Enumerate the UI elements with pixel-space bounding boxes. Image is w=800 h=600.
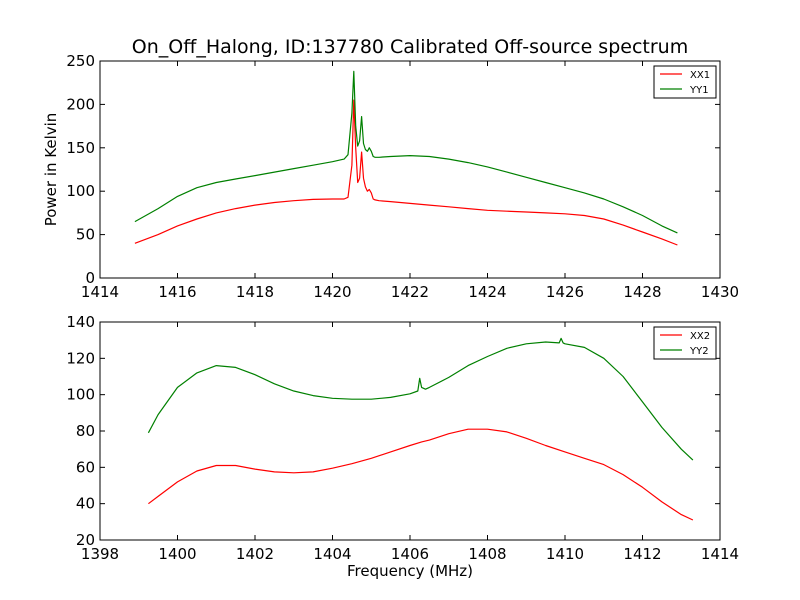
series-line-xx2 — [148, 428, 694, 521]
x-tick-label: 1416 — [158, 283, 196, 301]
x-axis-label: Frequency (MHz) — [347, 562, 473, 580]
series-line-yy1 — [134, 70, 678, 234]
legend-label-yy1: YY1 — [689, 85, 709, 96]
top-legend-box — [653, 65, 717, 99]
x-tick-label: 1400 — [158, 545, 196, 563]
x-tick-label: 1422 — [391, 283, 429, 301]
top-tick-layer: 1414 1416 1418 1420 1422 1424 1426 1428 1430 0 50 1… — [66, 52, 739, 301]
top-legend: XX1 YY1 — [653, 65, 717, 99]
x-tick-label: 1418 — [236, 283, 274, 301]
y-tick-label: 150 — [66, 139, 95, 157]
y-axis-label: Power in Kelvin — [42, 113, 60, 227]
bottom-tick-layer: 1398 1400 1402 1404 1406 1408 1410 1412 1414 20 40… — [66, 313, 739, 563]
x-tick-label: 1430 — [701, 283, 739, 301]
x-tick-label: 1414 — [81, 283, 119, 301]
bottom-legend-box — [653, 326, 717, 360]
top-series-layer — [134, 70, 678, 246]
x-tick-label: 1398 — [81, 545, 119, 563]
bottom-legend: XX2 YY2 — [653, 326, 717, 360]
y-tick-label: 140 — [66, 313, 95, 331]
x-tick-label: 1424 — [468, 283, 506, 301]
legend-label-yy2: YY2 — [689, 346, 709, 357]
series-line-xx1 — [134, 99, 678, 246]
series-line-yy2 — [147, 337, 694, 461]
top-spectrum-plot: On_Off_Halong, ID:137780 Calibrated Off-… — [42, 36, 739, 301]
x-tick-label: 1414 — [701, 545, 739, 563]
y-tick-label: 200 — [66, 95, 95, 113]
top-plot-area — [99, 60, 721, 279]
y-tick-label: 120 — [66, 349, 95, 367]
y-tick-label: 100 — [66, 386, 95, 404]
x-tick-label: 1402 — [236, 545, 274, 563]
y-tick-label: 100 — [66, 182, 95, 200]
x-tick-label: 1410 — [546, 545, 584, 563]
x-tick-label: 1426 — [546, 283, 584, 301]
y-tick-label: 250 — [66, 52, 95, 70]
bottom-series-layer — [147, 337, 694, 521]
y-tick-label: 50 — [76, 226, 95, 244]
legend-label-xx1: XX1 — [690, 70, 710, 81]
x-tick-label: 1404 — [313, 545, 351, 563]
chart-title: On_Off_Halong, ID:137780 Calibrated Off-… — [132, 36, 688, 58]
x-tick-label: 1408 — [468, 545, 506, 563]
y-tick-label: 0 — [85, 269, 95, 287]
x-tick-label: 1412 — [623, 545, 661, 563]
x-tick-label: 1406 — [391, 545, 429, 563]
x-tick-label: 1428 — [623, 283, 661, 301]
y-tick-label: 20 — [76, 531, 95, 549]
y-tick-label: 40 — [76, 495, 95, 513]
bottom-spectrum-plot: 1398 1400 1402 1404 1406 1408 1410 1412 1414 20 40… — [66, 313, 739, 580]
x-tick-label: 1420 — [313, 283, 351, 301]
bottom-plot-area — [99, 321, 721, 541]
y-tick-label: 80 — [76, 422, 95, 440]
legend-label-xx2: XX2 — [690, 331, 710, 342]
y-tick-label: 60 — [76, 458, 95, 476]
